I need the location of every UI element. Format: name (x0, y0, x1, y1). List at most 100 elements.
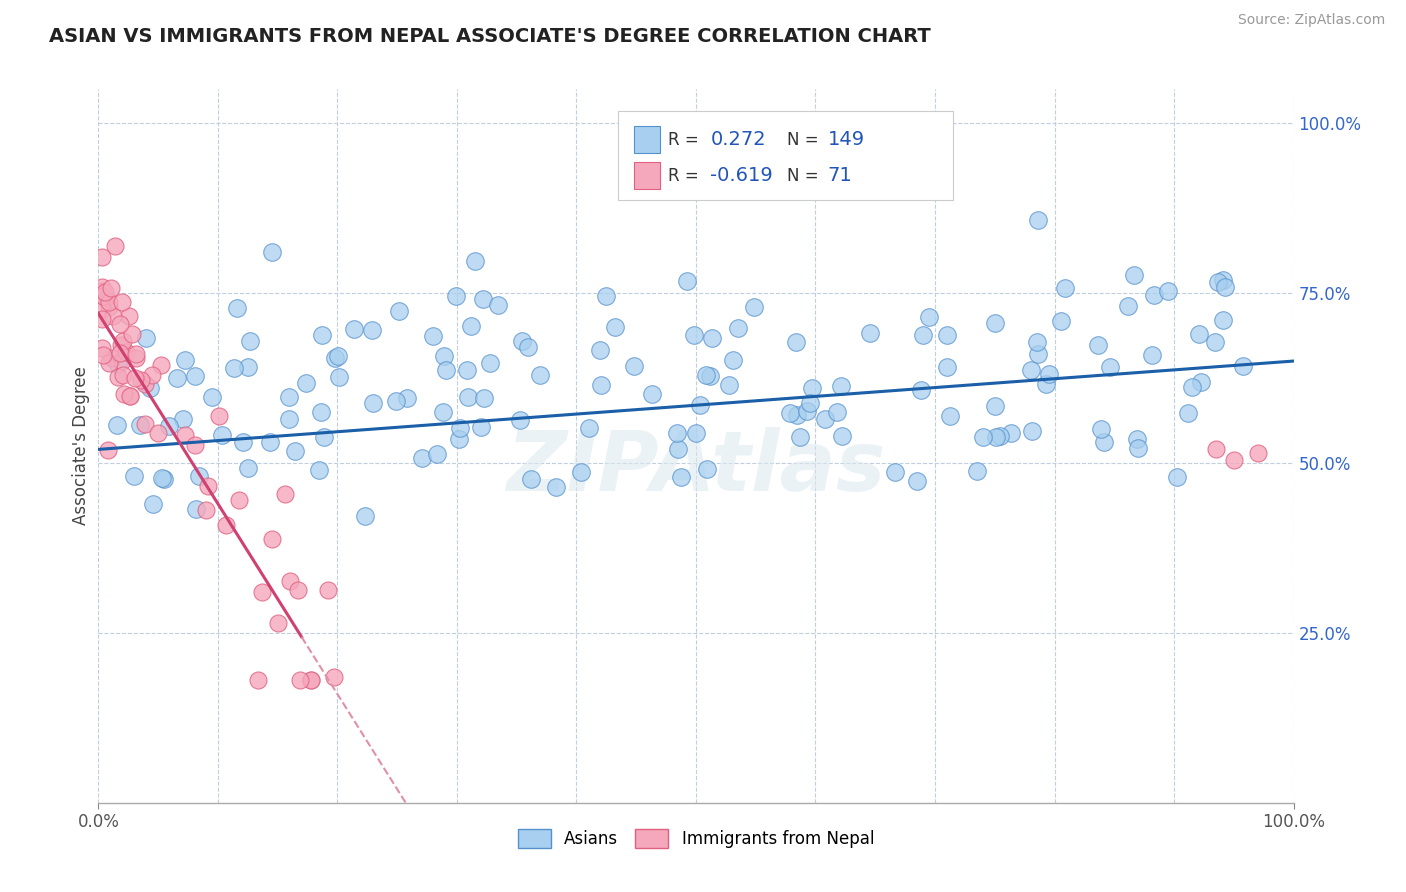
Point (197, 479, 219, 493)
Point (689, 398, 711, 412)
Point (236, 460, 259, 475)
Point (464, 254, 486, 268)
Point (830, 379, 852, 393)
Point (516, 340, 538, 354)
Point (328, 370, 350, 384)
Point (278, 411, 301, 425)
Point (299, 673, 322, 688)
Point (152, 473, 174, 487)
Point (1177, 406, 1199, 420)
Point (97, 442, 120, 457)
Text: R =: R = (668, 167, 699, 185)
Point (456, 362, 478, 376)
Point (682, 327, 704, 342)
Point (1019, 363, 1042, 377)
Bar (634, 127, 661, 153)
Point (546, 480, 568, 494)
Point (91, 289, 114, 303)
Point (1212, 313, 1234, 327)
Point (1143, 287, 1166, 301)
Point (146, 426, 169, 441)
Point (260, 533, 283, 547)
Point (786, 408, 808, 422)
Point (284, 443, 307, 458)
Point (411, 450, 433, 465)
Point (486, 298, 509, 312)
Point (721, 353, 744, 368)
Point (103, 309, 125, 323)
Point (744, 300, 766, 314)
Point (510, 334, 533, 348)
Point (665, 425, 688, 440)
Point (166, 370, 188, 384)
Point (825, 405, 848, 419)
Point (295, 376, 318, 391)
Point (939, 409, 962, 423)
Point (91, 302, 114, 317)
Point (108, 317, 131, 331)
Point (972, 430, 994, 444)
Point (1232, 359, 1254, 373)
Point (595, 289, 617, 303)
Point (1188, 327, 1211, 342)
Point (1206, 275, 1229, 289)
Point (110, 346, 132, 360)
Point (112, 387, 135, 401)
Point (988, 429, 1011, 443)
Point (278, 574, 301, 588)
Point (1213, 280, 1236, 294)
Point (884, 465, 907, 479)
Point (328, 349, 350, 363)
Point (91, 279, 114, 293)
Point (187, 468, 209, 483)
Point (124, 346, 146, 360)
Point (1223, 452, 1246, 467)
Point (1054, 281, 1077, 295)
Text: ASIAN VS IMMIGRANTS FROM NEPAL ASSOCIATE'S DEGREE CORRELATION CHART: ASIAN VS IMMIGRANTS FROM NEPAL ASSOCIATE… (49, 27, 931, 45)
Point (668, 442, 690, 456)
Point (322, 669, 344, 683)
Point (354, 508, 377, 523)
Point (172, 411, 194, 425)
Point (470, 419, 492, 434)
Point (911, 327, 934, 342)
Point (343, 322, 366, 336)
Point (1181, 380, 1204, 394)
Point (789, 429, 811, 443)
Point (472, 391, 495, 405)
Point (98, 356, 121, 370)
Point (224, 361, 246, 376)
Point (94, 285, 117, 300)
Point (727, 321, 749, 335)
Point (641, 387, 664, 401)
Point (422, 329, 444, 343)
Point (107, 357, 129, 371)
Point (396, 391, 419, 405)
Point (142, 497, 165, 511)
Point (449, 432, 471, 446)
Legend: Asians, Immigrants from Nepal: Asians, Immigrants from Nepal (517, 829, 875, 848)
Point (434, 362, 457, 376)
Point (122, 469, 145, 483)
Point (936, 359, 959, 374)
Point (97, 295, 120, 310)
Point (801, 381, 824, 395)
Point (479, 356, 502, 370)
Point (966, 464, 988, 478)
Point (859, 326, 882, 341)
Point (211, 427, 233, 442)
Point (100, 351, 122, 366)
Point (685, 426, 707, 441)
Point (274, 487, 297, 501)
Point (215, 518, 238, 533)
Point (910, 383, 932, 397)
Point (125, 351, 148, 365)
Text: -0.619: -0.619 (710, 166, 773, 185)
Point (1025, 334, 1047, 349)
Point (796, 403, 818, 417)
Point (174, 427, 197, 442)
Point (1140, 348, 1163, 362)
Point (905, 474, 928, 488)
Point (1035, 376, 1057, 391)
Point (91, 348, 114, 362)
